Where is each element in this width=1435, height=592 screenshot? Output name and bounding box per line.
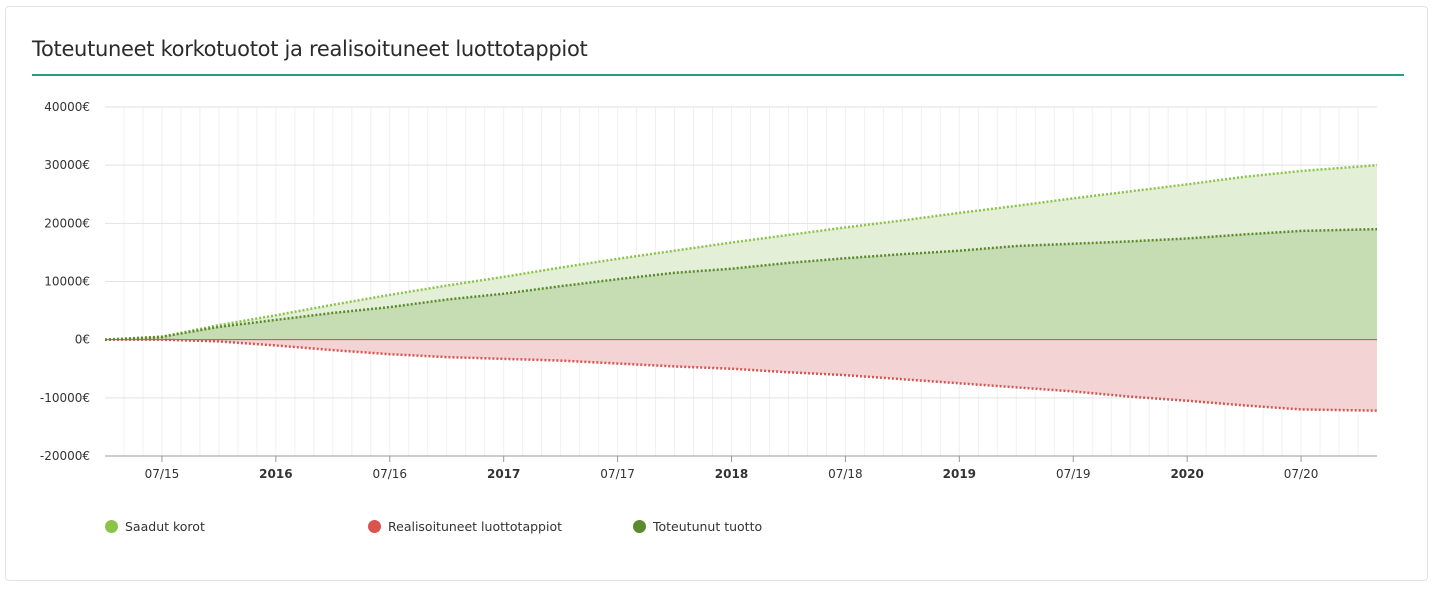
area-luottotappiot — [105, 339, 1377, 411]
x-tick-label: 07/16 — [372, 467, 407, 481]
y-tick-label: 10000€ — [44, 275, 90, 289]
x-tick-label: 2016 — [259, 467, 292, 481]
x-tick-label: 07/17 — [600, 467, 635, 481]
x-tick-label: 07/19 — [1056, 467, 1091, 481]
legend-label: Realisoituneet luottotappiot — [388, 519, 562, 534]
y-tick-label: 20000€ — [44, 216, 90, 230]
y-tick-label: -10000€ — [40, 391, 90, 405]
legend-label: Saadut korot — [125, 519, 205, 534]
legend-label: Toteutunut tuotto — [653, 519, 763, 534]
y-tick-label: 40000€ — [44, 100, 90, 114]
chart-legend: Saadut korot Realisoituneet luottotappiot… — [0, 519, 1435, 539]
legend-item[interactable]: Toteutunut tuotto — [633, 519, 762, 534]
page-title: Toteutuneet korkotuotot ja realisoitunee… — [32, 37, 588, 61]
legend-item[interactable]: Saadut korot — [105, 519, 205, 534]
y-tick-label: 0€ — [75, 333, 90, 347]
x-tick-label: 07/15 — [145, 467, 180, 481]
line-toteutunut-tuotto — [104, 227, 1378, 341]
x-tick-label: 07/18 — [828, 467, 863, 481]
line-luottotappiot — [105, 338, 1378, 412]
x-tick-label: 2018 — [715, 467, 748, 481]
legend-swatch — [368, 520, 381, 533]
x-tick-label: 2019 — [943, 467, 976, 481]
legend-swatch — [105, 520, 118, 533]
title-divider — [32, 74, 1404, 76]
y-tick-label: 30000€ — [44, 158, 90, 172]
x-tick-label: 2020 — [1170, 467, 1203, 481]
x-tick-label: 07/20 — [1284, 467, 1319, 481]
legend-swatch — [633, 520, 646, 533]
area-toteutunut-tuotto — [105, 229, 1377, 340]
y-tick-label: -20000€ — [40, 449, 90, 463]
legend-item[interactable]: Realisoituneet luottotappiot — [368, 519, 562, 534]
x-tick-label: 2017 — [487, 467, 520, 481]
